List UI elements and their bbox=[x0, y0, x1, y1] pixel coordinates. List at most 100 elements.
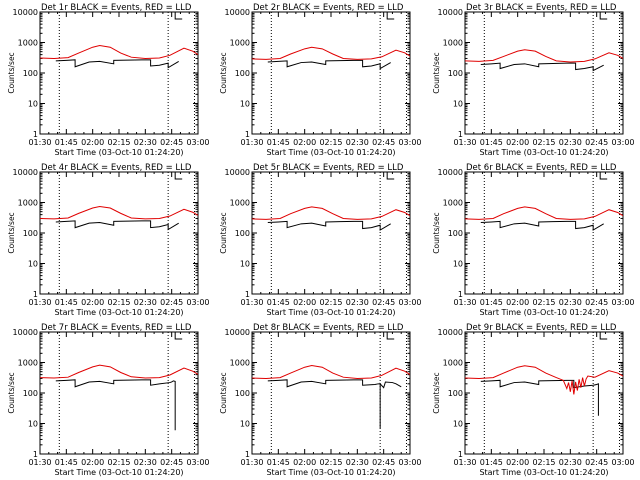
marker-l bbox=[599, 332, 608, 340]
marker-l bbox=[599, 172, 608, 180]
x-tick-label: 02:45 bbox=[372, 298, 395, 307]
lld-series-line bbox=[40, 44, 198, 59]
x-tick-label: 02:45 bbox=[372, 458, 395, 467]
x-tick-label: 01:45 bbox=[55, 298, 78, 307]
x-tick-label: 02:30 bbox=[559, 298, 582, 307]
x-tick-label: 02:45 bbox=[585, 298, 608, 307]
x-tick-label: 02:00 bbox=[81, 138, 104, 147]
x-tick-label: 02:00 bbox=[506, 298, 529, 307]
panel-title: Det 8r BLACK = Events, RED = LLD bbox=[253, 323, 404, 333]
y-tick-label: 100 bbox=[235, 69, 250, 78]
y-tick-label: 100 bbox=[448, 69, 463, 78]
x-axis-label: Start Time (03-Oct-10 01:24:20) bbox=[479, 148, 608, 157]
plot-frame bbox=[39, 331, 199, 455]
y-tick-label: 100 bbox=[235, 229, 250, 238]
x-tick-label: 02:15 bbox=[319, 298, 342, 307]
x-tick-label: 02:30 bbox=[346, 458, 369, 467]
y-tick-label: 10000 bbox=[13, 168, 38, 177]
x-tick-label: 01:30 bbox=[240, 458, 263, 467]
x-axis-label: Start Time (03-Oct-10 01:24:20) bbox=[54, 148, 183, 157]
lld-series-line bbox=[465, 365, 623, 395]
y-tick-label: 100 bbox=[448, 389, 463, 398]
y-tick-label: 10000 bbox=[225, 328, 250, 337]
lld-series-line bbox=[252, 46, 410, 60]
x-axis-label: Start Time (03-Oct-10 01:24:20) bbox=[266, 148, 395, 157]
lld-series-line bbox=[252, 364, 410, 379]
x-axis-label: Start Time (03-Oct-10 01:24:20) bbox=[479, 468, 608, 477]
y-axis-label: Counts/sec bbox=[432, 372, 441, 413]
events-series-line bbox=[480, 220, 604, 231]
plot-frame bbox=[464, 171, 624, 295]
x-tick-label: 01:30 bbox=[28, 138, 51, 147]
y-tick-label: 1000 bbox=[18, 39, 38, 48]
y-tick-label: 10000 bbox=[13, 328, 38, 337]
y-tick-label: 1 bbox=[245, 450, 250, 459]
series-group bbox=[252, 206, 410, 231]
panel-title: Det 1r BLACK = Events, RED = LLD bbox=[41, 3, 192, 13]
plot-frame bbox=[39, 11, 199, 135]
series-group bbox=[40, 44, 198, 69]
x-tick-label: 01:30 bbox=[453, 458, 476, 467]
panel-title: Det 5r BLACK = Events, RED = LLD bbox=[253, 163, 404, 173]
x-tick-label: 02:30 bbox=[346, 298, 369, 307]
marker-l bbox=[386, 332, 395, 340]
y-tick-label: 10 bbox=[453, 420, 463, 429]
x-tick-label: 02:45 bbox=[160, 298, 183, 307]
x-tick-label: 02:00 bbox=[506, 458, 529, 467]
x-tick-label: 01:45 bbox=[480, 458, 503, 467]
x-tick-label: 01:30 bbox=[240, 298, 263, 307]
x-tick-label: 02:30 bbox=[134, 138, 157, 147]
detector-panel-3: 01:30 01:45 02:00 02:15 02:30 02:45 03:00 1 10 10… bbox=[432, 3, 635, 157]
x-tick-label: 02:45 bbox=[372, 138, 395, 147]
x-tick-label: 02:00 bbox=[293, 138, 316, 147]
marker-l bbox=[386, 12, 395, 20]
y-tick-label: 10 bbox=[453, 260, 463, 269]
x-tick-label: 01:30 bbox=[240, 138, 263, 147]
series-group bbox=[252, 364, 410, 429]
x-tick-label: 02:00 bbox=[81, 298, 104, 307]
x-tick-label: 03:00 bbox=[398, 458, 421, 467]
y-tick-label: 10000 bbox=[438, 8, 463, 17]
detector-panel-4: 01:30 01:45 02:00 02:15 02:30 02:45 03:00 1 10 10… bbox=[7, 163, 210, 317]
plot-frame bbox=[464, 331, 624, 455]
x-tick-label: 03:00 bbox=[186, 458, 209, 467]
x-tick-label: 02:45 bbox=[160, 458, 183, 467]
y-axis-label: Counts/sec bbox=[219, 372, 228, 413]
events-series-line bbox=[55, 379, 176, 431]
y-tick-label: 100 bbox=[23, 389, 38, 398]
x-tick-label: 01:45 bbox=[267, 138, 290, 147]
y-tick-label: 100 bbox=[23, 229, 38, 238]
x-tick-label: 02:45 bbox=[585, 138, 608, 147]
plot-frame bbox=[39, 171, 199, 295]
x-tick-label: 01:45 bbox=[267, 458, 290, 467]
lld-series-line bbox=[252, 206, 410, 220]
y-tick-label: 1 bbox=[33, 290, 38, 299]
detector-panel-9: 01:30 01:45 02:00 02:15 02:30 02:45 03:00 1 10 10… bbox=[432, 323, 635, 477]
y-tick-label: 10000 bbox=[13, 8, 38, 17]
events-series-line bbox=[267, 220, 391, 231]
events-series-line bbox=[55, 220, 179, 231]
y-tick-label: 1 bbox=[458, 130, 463, 139]
x-tick-label: 01:30 bbox=[453, 298, 476, 307]
y-tick-label: 1 bbox=[33, 130, 38, 139]
series-group bbox=[465, 206, 623, 231]
x-axis-label: Start Time (03-Oct-10 01:24:20) bbox=[479, 308, 608, 317]
x-tick-label: 02:45 bbox=[585, 458, 608, 467]
y-axis-label: Counts/sec bbox=[432, 212, 441, 253]
x-tick-label: 02:15 bbox=[107, 138, 130, 147]
x-axis-label: Start Time (03-Oct-10 01:24:20) bbox=[54, 308, 183, 317]
x-tick-label: 01:45 bbox=[480, 298, 503, 307]
y-tick-label: 10 bbox=[240, 260, 250, 269]
y-tick-label: 1000 bbox=[230, 39, 250, 48]
plot-frame bbox=[464, 11, 624, 135]
plot-frame bbox=[251, 171, 411, 295]
x-tick-label: 02:15 bbox=[319, 138, 342, 147]
x-tick-label: 01:30 bbox=[453, 138, 476, 147]
y-tick-label: 1 bbox=[33, 450, 38, 459]
y-tick-label: 100 bbox=[23, 69, 38, 78]
x-tick-label: 01:45 bbox=[267, 298, 290, 307]
y-tick-label: 10 bbox=[28, 420, 38, 429]
x-tick-label: 02:00 bbox=[293, 298, 316, 307]
y-axis-label: Counts/sec bbox=[432, 52, 441, 93]
